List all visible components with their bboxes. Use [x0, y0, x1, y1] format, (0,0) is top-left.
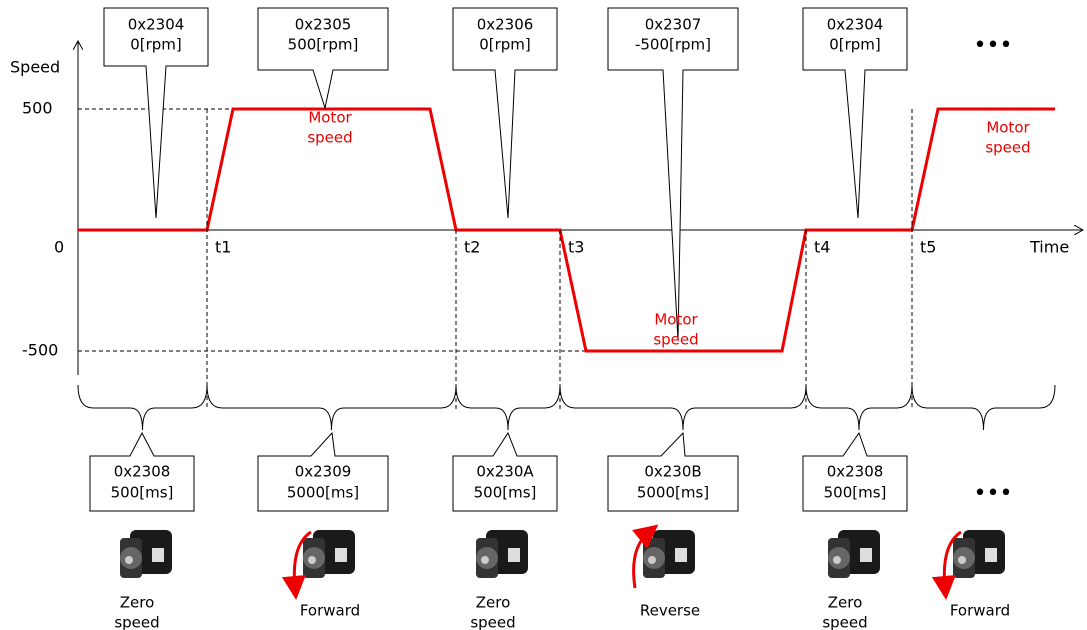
callout-text: 0x2308 — [827, 463, 884, 481]
callout-text: 0x230B — [644, 463, 701, 481]
callout-text: 0[rpm] — [130, 36, 182, 54]
callout-text: 0x2304 — [827, 16, 884, 34]
motor-speed-label: Motor — [654, 311, 698, 329]
callout-text: 0x2305 — [295, 16, 352, 34]
motor-shaft — [481, 556, 489, 564]
motor-caption: speed — [822, 614, 867, 630]
origin-label: 0 — [54, 238, 64, 257]
ellipsis: ••• — [974, 481, 1013, 506]
y-axis-label: Speed — [10, 58, 60, 77]
motor-caption: Zero — [828, 594, 863, 612]
callout-text: 0x2307 — [645, 16, 702, 34]
time-mark: t5 — [920, 238, 936, 257]
motor-speed-label: Motor — [308, 109, 352, 127]
motor-shaft — [308, 556, 316, 564]
callout — [607, 7, 739, 341]
motor-speed-label: Motor — [986, 119, 1030, 137]
motor-shaft — [833, 556, 841, 564]
motor-speed-profile — [78, 107, 1055, 353]
callout-text: 5000[ms] — [287, 484, 359, 502]
tick-label: -500 — [22, 341, 58, 360]
time-mark: t2 — [464, 238, 480, 257]
rotation-arrow — [281, 530, 312, 600]
motor-caption: speed — [114, 614, 159, 630]
motor-caption: speed — [470, 614, 515, 630]
motor-label — [335, 548, 347, 562]
callout — [802, 7, 908, 219]
motor-label — [152, 548, 164, 562]
callout-text: 0[rpm] — [479, 36, 531, 54]
motor-caption: Forward — [300, 602, 360, 620]
callout — [452, 431, 558, 512]
motor-shaft — [648, 556, 656, 564]
motor-label — [508, 548, 520, 562]
time-mark: t3 — [568, 238, 584, 257]
motor-caption: Reverse — [640, 602, 700, 620]
callout-text: 500[ms] — [474, 484, 537, 502]
callout-text: 0[rpm] — [829, 36, 881, 54]
motor-label — [675, 548, 687, 562]
brace — [77, 384, 208, 431]
callout-text: 500[ms] — [111, 484, 174, 502]
callout-text: 0x230A — [476, 463, 534, 481]
brace — [805, 384, 913, 431]
callout — [257, 7, 389, 110]
time-mark: t1 — [215, 238, 231, 257]
time-mark: t4 — [814, 238, 830, 257]
brace — [559, 384, 807, 431]
callout — [452, 7, 558, 219]
callout — [802, 431, 908, 512]
callout — [89, 431, 195, 512]
callout-text: 500[ms] — [824, 484, 887, 502]
callout-text: 0x2306 — [477, 16, 534, 34]
callout-text: 0x2309 — [295, 463, 352, 481]
callout-text: 0x2304 — [128, 16, 185, 34]
brace — [206, 384, 457, 431]
motor-caption: Zero — [476, 594, 511, 612]
rotation-arrow — [931, 530, 962, 600]
callout — [607, 431, 739, 512]
callout — [257, 431, 389, 512]
callout-text: 500[rpm] — [288, 36, 359, 54]
rotation-arrow — [632, 524, 659, 589]
motor-caption: Forward — [950, 602, 1010, 620]
brace — [911, 384, 1056, 431]
brace — [455, 384, 561, 431]
tick-label: 500 — [22, 99, 53, 118]
motor-speed-label: speed — [653, 331, 698, 349]
motor-speed-label: speed — [985, 139, 1030, 157]
motor-label — [985, 548, 997, 562]
motor-label — [860, 548, 872, 562]
callout-text: 5000[ms] — [637, 484, 709, 502]
motor-shaft — [125, 556, 133, 564]
callout-text: -500[rpm] — [635, 36, 711, 54]
ellipsis: ••• — [974, 33, 1013, 58]
x-axis-label: Time — [1029, 238, 1069, 257]
callout — [103, 7, 209, 219]
motor-shaft — [958, 556, 966, 564]
callout-text: 0x2308 — [114, 463, 171, 481]
motor-speed-label: speed — [307, 129, 352, 147]
motor-caption: Zero — [120, 594, 155, 612]
